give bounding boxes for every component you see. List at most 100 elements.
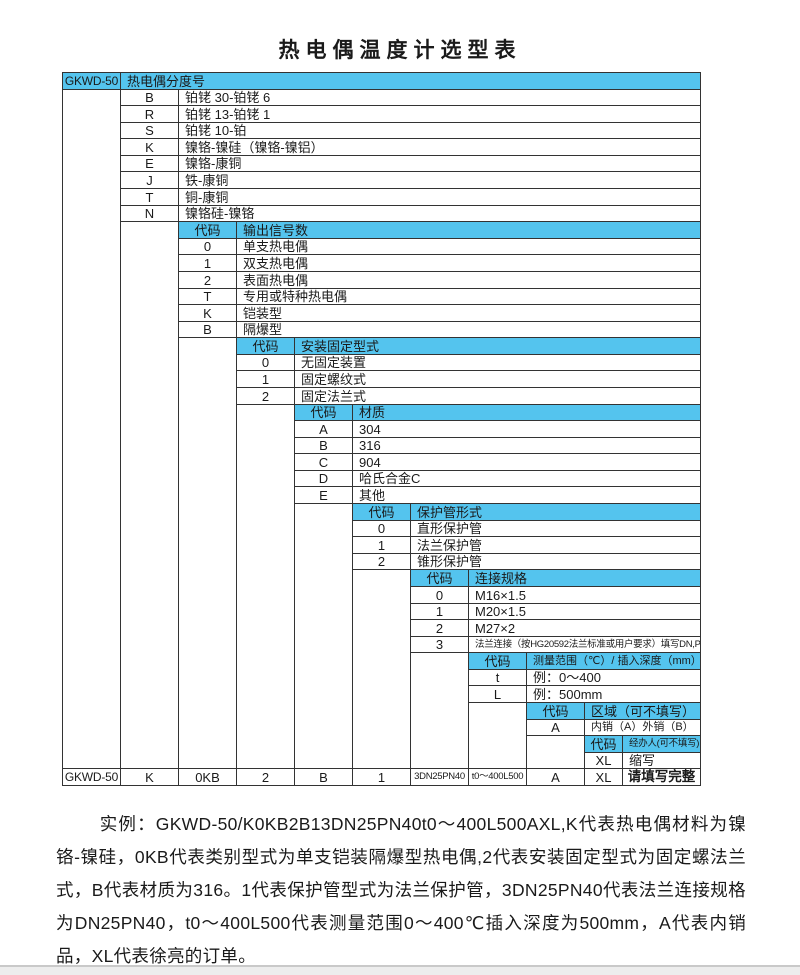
label-cell: 其他 <box>352 486 701 504</box>
empty-channel <box>236 404 295 769</box>
code-cell: 2 <box>410 619 469 637</box>
empty-channel <box>294 503 353 769</box>
final-row-cell: B <box>294 768 353 786</box>
page-title: 热电偶温度计选型表 <box>278 39 522 62</box>
label-cell: M16×1.5 <box>468 586 701 604</box>
section-title: 材质 <box>352 404 701 421</box>
label-cell: 直形保护管 <box>410 520 701 537</box>
label-cell: 镍铬-镍硅（镍铬-镍铝） <box>178 138 701 156</box>
example-paragraph: 实例：GKWD-50/K0KB2B13DN25PN40t0～400L500AXL… <box>56 814 746 966</box>
code-cell: 1 <box>410 603 469 620</box>
label-cell: 锥形保护管 <box>410 553 701 570</box>
label-cell: 专用或特种热电偶 <box>236 288 701 305</box>
code-cell: 0 <box>236 354 295 371</box>
final-row-cell: 0KB <box>178 768 237 786</box>
label-cell: 铠装型 <box>236 304 701 322</box>
code-cell: 0 <box>352 520 411 537</box>
code-cell: 3 <box>410 636 469 653</box>
code-cell: S <box>120 122 179 139</box>
final-row-cell: GKWD-50 <box>62 768 121 786</box>
label-cell: 316 <box>352 437 701 454</box>
code-cell: E <box>294 486 353 504</box>
section-title: 测量范围（℃）/ 插入深度（mm） <box>526 652 701 670</box>
label-cell: 隔爆型 <box>236 321 701 338</box>
code-cell: B <box>120 89 179 106</box>
label-cell: 单支热电偶 <box>236 238 701 255</box>
section-code-header: 代码 <box>352 503 411 521</box>
code-cell: B <box>294 437 353 454</box>
code-cell: K <box>178 304 237 322</box>
code-cell: 2 <box>352 553 411 570</box>
label-cell: 例：500mm <box>526 685 701 703</box>
code-cell: A <box>294 420 353 438</box>
code-cell: T <box>178 288 237 305</box>
label-cell: 双支热电偶 <box>236 254 701 272</box>
label-cell: 表面热电偶 <box>236 271 701 289</box>
empty-channel <box>468 702 527 769</box>
code-cell: XL <box>584 752 623 769</box>
section-code-header: 代码 <box>294 404 353 421</box>
final-row-cell: 3DN25PN40 <box>410 768 469 786</box>
final-row-cell: XL <box>584 768 623 786</box>
code-cell: 1 <box>352 536 411 554</box>
label-cell: 无固定装置 <box>294 354 701 371</box>
label-cell: 内销（A）外销（B） <box>584 719 701 736</box>
code-cell: E <box>120 155 179 172</box>
code-cell: 2 <box>236 387 295 405</box>
label-cell: 法兰连接（按HG20592法兰标准或用户要求）填写DN,PN <box>468 636 701 653</box>
label-cell: 缩写 <box>622 752 701 769</box>
section-title: 保护管形式 <box>410 503 701 521</box>
section-title: 区域（可不填写） <box>584 702 701 720</box>
code-cell: 1 <box>178 254 237 272</box>
final-row-cell: A <box>526 768 585 786</box>
label-cell: M20×1.5 <box>468 603 701 620</box>
section-title: 连接规格 <box>468 569 701 587</box>
final-row-cell: 请填写完整 <box>622 768 701 786</box>
code-cell: B <box>178 321 237 338</box>
section-code-header: 代码 <box>178 221 237 239</box>
section-title: 经办人(可不填写) <box>622 735 701 753</box>
label-cell: 固定螺纹式 <box>294 370 701 388</box>
label-cell: 904 <box>352 453 701 471</box>
bottom-divider <box>0 965 800 975</box>
section-code-header: 代码 <box>526 702 585 720</box>
code-cell: N <box>120 205 179 222</box>
code-cell: T <box>120 188 179 206</box>
final-row-cell: K <box>120 768 179 786</box>
empty-channel <box>410 652 469 769</box>
label-cell: 法兰保护管 <box>410 536 701 554</box>
code-cell: 0 <box>410 586 469 604</box>
label-cell: 铂铑 10-铂 <box>178 122 701 139</box>
label-cell: 304 <box>352 420 701 438</box>
empty-channel <box>352 569 411 769</box>
section-title: 热电偶分度号 <box>120 72 701 90</box>
code-cell: A <box>526 719 585 736</box>
section-code-header: GKWD-50 <box>62 72 121 90</box>
code-cell: R <box>120 105 179 123</box>
final-row-cell: 2 <box>236 768 295 786</box>
section-title: 安装固定型式 <box>294 337 701 355</box>
code-cell: J <box>120 171 179 189</box>
label-cell: 哈氏合金C <box>352 470 701 487</box>
section-title: 输出信号数 <box>236 221 701 239</box>
code-cell: t <box>468 669 527 686</box>
empty-channel <box>120 221 179 769</box>
label-cell: 例：0～400 <box>526 669 701 686</box>
label-cell: 铂铑 13-铂铑 1 <box>178 105 701 123</box>
label-cell: 铜-康铜 <box>178 188 701 206</box>
code-cell: 2 <box>178 271 237 289</box>
final-row-cell: t0～400L500 <box>468 768 527 786</box>
final-row-cell: 1 <box>352 768 411 786</box>
label-cell: 镍铬硅-镍铬 <box>178 205 701 222</box>
empty-channel <box>526 735 585 769</box>
label-cell: 镍铬-康铜 <box>178 155 701 172</box>
code-cell: D <box>294 470 353 487</box>
code-cell: K <box>120 138 179 156</box>
section-code-header: 代码 <box>236 337 295 355</box>
code-cell: C <box>294 453 353 471</box>
code-cell: 0 <box>178 238 237 255</box>
section-code-header: 代码 <box>584 735 623 753</box>
empty-channel <box>178 337 237 769</box>
code-cell: L <box>468 685 527 703</box>
